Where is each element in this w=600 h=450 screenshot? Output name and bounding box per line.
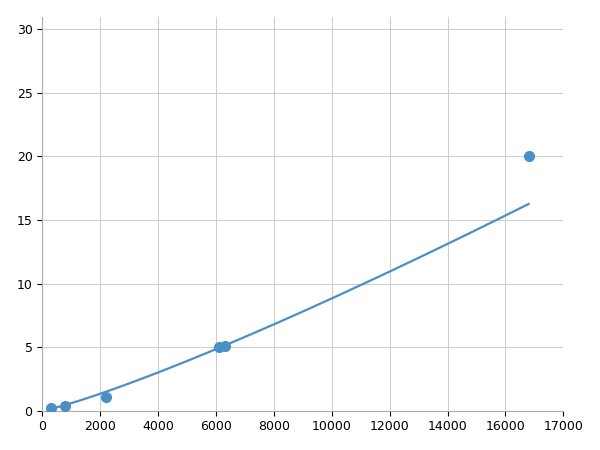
Point — [101, 393, 111, 400]
Point — [220, 342, 229, 349]
Point — [46, 405, 56, 412]
Point — [524, 153, 533, 160]
Point — [214, 343, 224, 351]
Point — [61, 403, 70, 410]
